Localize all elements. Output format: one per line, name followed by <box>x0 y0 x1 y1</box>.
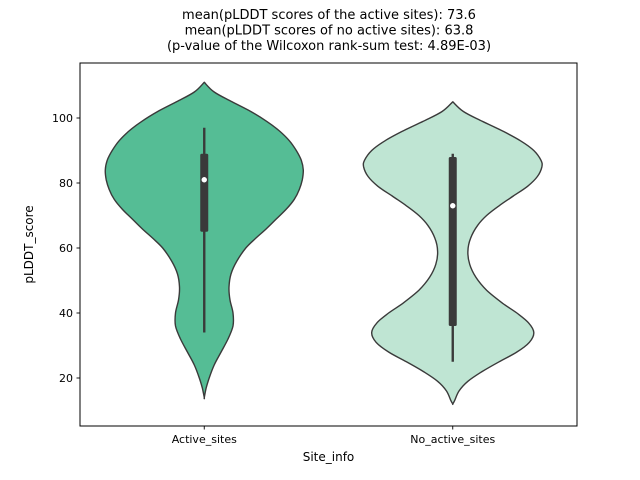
y-axis-label: pLDDT_score <box>22 205 36 283</box>
y-tick-label: 100 <box>52 112 73 125</box>
iqr-box-no-active-sites <box>448 157 457 326</box>
y-tick-label: 80 <box>59 177 73 190</box>
chart-title-line-1: mean(pLDDT scores of the active sites): … <box>182 8 476 23</box>
axes-frame <box>79 62 578 427</box>
median-dot-no-active-sites <box>450 203 456 209</box>
chart-title-line-2: mean(pLDDT scores of no active sites): 6… <box>185 24 474 39</box>
x-tick-label-active-sites: Active_sites <box>172 433 237 446</box>
y-tick-label: 20 <box>59 372 73 385</box>
x-axis-label: Site_info <box>303 450 355 464</box>
iqr-box-active-sites <box>200 153 209 232</box>
x-tick-label-no-active-sites: No_active_sites <box>410 433 495 446</box>
chart-title-line-3: (p-value of the Wilcoxon rank-sum test: … <box>167 39 491 54</box>
y-tick-label: 40 <box>59 307 73 320</box>
y-tick-label: 60 <box>59 242 73 255</box>
median-dot-active-sites <box>201 177 207 183</box>
